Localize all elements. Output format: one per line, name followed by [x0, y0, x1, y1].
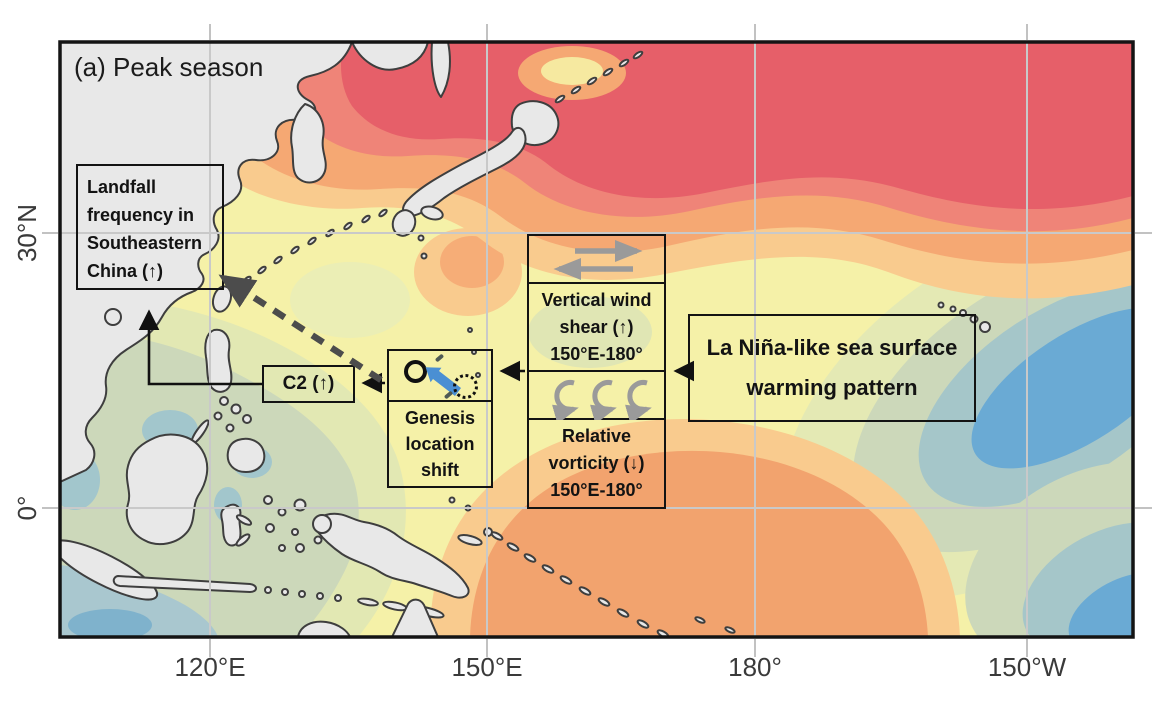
land-new-guinea: [313, 512, 470, 599]
genesis-line-1: Genesis: [404, 408, 476, 428]
landfall-line-4: China (↑): [87, 261, 163, 281]
landfall-frequency-box: Landfall frequency in Southeastern China…: [76, 164, 224, 290]
genesis-shift-arrow-icon: [425, 367, 461, 396]
land-java: [112, 575, 257, 593]
la-nina-warming-box: La Niña-like sea surface warming pattern: [688, 314, 976, 422]
la-nina-line-2: warming pattern: [746, 375, 918, 401]
grid-lines: [60, 42, 1133, 637]
landfall-line-2: frequency in: [87, 205, 195, 225]
x-tick-label-120e: 120°E: [174, 652, 246, 682]
vorticity-line-2: vorticity (↓): [548, 453, 645, 473]
kuril-islands-chain: [554, 50, 644, 104]
genesis-ring-icon: [404, 360, 427, 383]
southeast-cool-corner: [965, 461, 1133, 637]
north-warm-band: [60, 42, 1133, 299]
x-tick-label-180: 180°: [728, 652, 782, 682]
land-kyushu: [391, 209, 417, 237]
wind-shear-arrows-panel: [529, 236, 664, 284]
land-australia-capeyork: [391, 598, 439, 637]
vorticity-line-3: 150°E-180°: [550, 480, 643, 500]
shear-line-2: shear (↑): [559, 317, 634, 337]
land-sulawesi: [220, 503, 242, 547]
vorticity-arrows-icon: [552, 380, 652, 420]
la-nina-line-1: La Niña-like sea surface: [706, 334, 958, 360]
genesis-line-2: location: [405, 434, 475, 454]
landfall-line-1: Landfall: [87, 177, 157, 197]
vertical-wind-shear-box: Vertical wind shear (↑) 150°E-180°: [527, 234, 666, 372]
land-borneo: [125, 433, 209, 546]
genesis-symbols-panel: [389, 351, 491, 402]
ryukyu-islands-chain: [242, 208, 388, 285]
axis-ticks: [42, 24, 1152, 657]
land-ne-asia: [351, 42, 429, 71]
relative-vorticity-box: Relative vorticity (↓) 150°E-180°: [527, 370, 666, 509]
land-australia-arnhem: [297, 620, 351, 637]
land-hainan: [104, 308, 122, 326]
vorticity-arrows-panel: [529, 372, 664, 420]
shear-line-1: Vertical wind: [541, 290, 652, 310]
genesis-line-3: shift: [421, 460, 459, 480]
land-masses: [60, 42, 991, 637]
landfall-line-3: Southeastern: [87, 233, 203, 253]
vorticity-line-1: Relative: [561, 426, 632, 446]
solomon-islands-chain: [490, 531, 736, 637]
panel-title: (a) Peak season: [74, 52, 264, 82]
c2-label: C2 (↑): [282, 373, 335, 394]
y-tick-label-30n: 30°N: [12, 203, 42, 263]
land-sakhalin: [430, 42, 451, 98]
x-tick-label-150w: 150°W: [987, 652, 1067, 682]
genesis-dashed-ring-icon: [453, 374, 478, 399]
genesis-location-shift-box: Genesis location shift: [387, 349, 493, 488]
y-tick-label-0: 0°: [12, 495, 42, 521]
c2-cluster-box: C2 (↑): [262, 365, 355, 403]
shear-line-3: 150°E-180°: [550, 344, 643, 364]
land-korea: [290, 103, 327, 184]
map-frame: [58, 40, 1135, 639]
wind-shear-arrows-icon: [553, 240, 643, 280]
land-new-britain: [457, 534, 483, 546]
land-mindanao: [226, 437, 266, 473]
land-shikoku: [420, 205, 444, 221]
x-tick-label-150e: 150°E: [451, 652, 523, 682]
